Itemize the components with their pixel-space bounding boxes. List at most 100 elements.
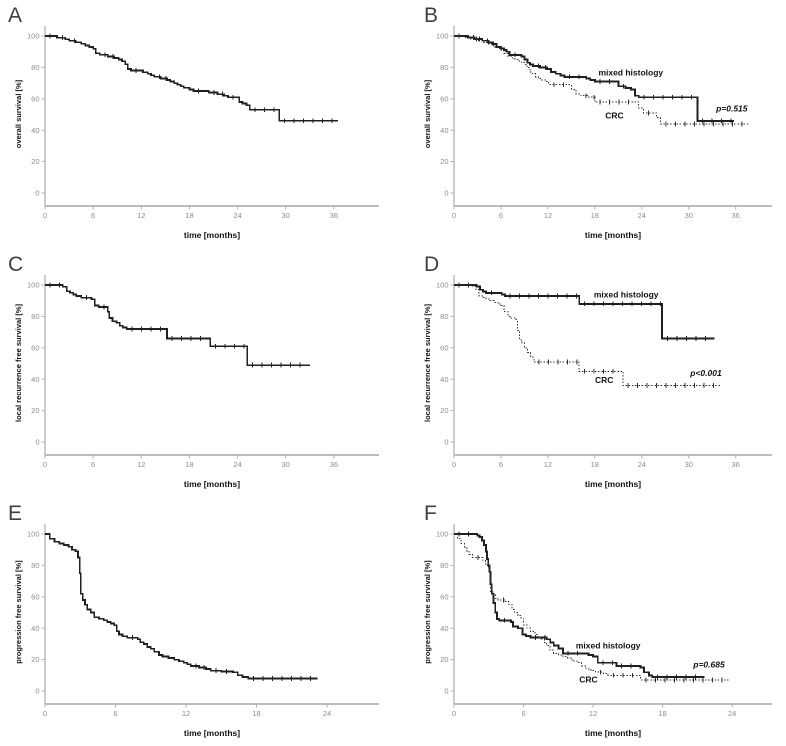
y-tick-label: 60 (31, 94, 39, 103)
mixed-histology-curve (454, 533, 705, 678)
y-tick-label: 60 (440, 94, 448, 103)
y-tick-label: 40 (440, 624, 448, 633)
panel-letter-c: C (8, 253, 24, 276)
mixed-histology-label: mixed histology (576, 641, 641, 651)
plot-local-recurrence-free-survival-cohort: 0 20 40 60 80 100 0 6 12 18 24 30 36 local recurrence… (14, 275, 379, 489)
x-tick-label: 0 (43, 709, 47, 718)
survival-curve (45, 35, 338, 122)
mixed-histology-label: mixed histology (594, 290, 659, 300)
x-tick-label: 36 (732, 211, 740, 220)
y-tick-label: 100 (436, 530, 449, 539)
x-axis-title: time [months] (184, 479, 240, 489)
x-axis-title: time [months] (585, 728, 641, 738)
p-value-annotation: p<0.001 (689, 368, 722, 378)
y-tick-label: 20 (31, 406, 39, 415)
x-tick-label: 6 (522, 709, 526, 718)
y-tick-label: 0 (444, 687, 448, 696)
x-tick-label: 30 (685, 211, 693, 220)
y-tick-label: 80 (31, 63, 39, 72)
CRC-curve (454, 533, 730, 681)
CRC-curve (454, 284, 721, 386)
panel-a: A 0 20 40 60 80 100 0 6 12 18 24 30 36 overall surviv… (0, 0, 393, 248)
y-tick-label: 20 (440, 157, 448, 166)
x-tick-label: 12 (182, 709, 190, 718)
panel-c: C 0 20 40 60 80 100 0 6 12 18 24 30 36 local recurren… (0, 249, 393, 497)
x-tick-label: 12 (544, 211, 552, 220)
x-tick-label: 30 (282, 211, 290, 220)
y-tick-label: 20 (440, 406, 448, 415)
y-tick-label: 60 (31, 343, 39, 352)
y-axis-title: progression free survival [%] (14, 560, 23, 664)
mixed-histology-label: mixed histology (598, 67, 663, 77)
y-tick-label: 80 (440, 63, 448, 72)
panel-letter-a: A (8, 4, 23, 27)
x-axis-title: time [months] (585, 230, 641, 240)
y-tick-label: 20 (440, 655, 448, 664)
y-tick-label: 20 (31, 157, 39, 166)
x-tick-label: 18 (185, 211, 193, 220)
y-tick-label: 0 (444, 438, 448, 447)
panel-f: F 0 20 40 60 80 100 0 6 12 18 24 progression free s… (393, 498, 786, 746)
CRC-label: CRC (579, 674, 597, 684)
x-axis-title: time [months] (585, 479, 641, 489)
plot-progression-free-survival-cohort: 0 20 40 60 80 100 0 6 12 18 24 progression free sur… (14, 524, 379, 738)
y-tick-label: 0 (35, 189, 39, 198)
panel-letter-f: F (424, 502, 438, 525)
x-tick-label: 6 (499, 460, 503, 469)
x-tick-label: 12 (589, 709, 597, 718)
y-tick-label: 0 (35, 687, 39, 696)
mixed-histology-curve (454, 284, 715, 340)
y-tick-label: 100 (436, 32, 449, 41)
x-tick-label: 18 (591, 460, 599, 469)
mixed-histology-curve (454, 35, 735, 122)
x-tick-label: 24 (638, 211, 646, 220)
y-tick-label: 60 (440, 343, 448, 352)
x-tick-label: 12 (137, 460, 145, 469)
y-tick-label: 40 (440, 375, 448, 384)
y-tick-label: 40 (31, 375, 39, 384)
y-tick-label: 100 (27, 281, 40, 290)
x-tick-label: 6 (113, 709, 117, 718)
y-tick-label: 0 (35, 438, 39, 447)
survival-curve (45, 533, 318, 680)
x-tick-label: 30 (685, 460, 693, 469)
y-tick-label: 80 (440, 312, 448, 321)
panel-letter-e: E (8, 502, 23, 525)
p-value-annotation: p=0.515 (715, 103, 748, 113)
x-tick-label: 12 (544, 460, 552, 469)
y-tick-label: 40 (31, 624, 39, 633)
x-tick-label: 6 (499, 211, 503, 220)
x-tick-label: 36 (732, 460, 740, 469)
y-axis-title: local recurrence free survival [%] (14, 304, 23, 422)
x-tick-label: 24 (638, 460, 646, 469)
x-tick-label: 18 (659, 709, 667, 718)
x-tick-label: 24 (233, 460, 241, 469)
y-axis-title: progression free survival [%] (423, 560, 432, 664)
p-value-annotation: p=0.685 (692, 659, 725, 669)
survival-curve (45, 284, 310, 366)
y-tick-label: 60 (440, 592, 448, 601)
panel-letter-b: B (424, 4, 439, 27)
plot-progression-free-survival-by-histology: 0 20 40 60 80 100 0 6 12 18 24 progression free sur… (423, 524, 772, 738)
x-axis-title: time [months] (184, 230, 240, 240)
CRC-label: CRC (605, 110, 623, 120)
y-axis-title: local recurrence free survival [%] (423, 304, 432, 422)
y-tick-label: 20 (31, 655, 39, 664)
y-tick-label: 80 (31, 561, 39, 570)
panel-e: E 0 20 40 60 80 100 0 6 12 18 24 progression free s… (0, 498, 393, 746)
plot-overall-survival-by-histology: 0 20 40 60 80 100 0 6 12 18 24 30 36 overall survival… (423, 26, 772, 240)
x-tick-label: 0 (452, 460, 456, 469)
x-tick-label: 0 (43, 211, 47, 220)
y-tick-label: 100 (436, 281, 449, 290)
x-tick-label: 36 (330, 460, 338, 469)
x-tick-label: 6 (91, 211, 95, 220)
x-tick-label: 36 (330, 211, 338, 220)
y-tick-label: 0 (444, 189, 448, 198)
y-tick-label: 60 (31, 592, 39, 601)
plot-overall-survival-cohort: 0 20 40 60 80 100 0 6 12 18 24 30 36 overall survival… (14, 26, 379, 240)
panel-d: D 0 20 40 60 80 100 0 6 12 18 24 30 36 local recurren… (393, 249, 786, 497)
y-tick-label: 40 (31, 126, 39, 135)
panel-b: B 0 20 40 60 80 100 0 6 12 18 24 30 36 overall surviv… (393, 0, 786, 248)
x-tick-label: 24 (728, 709, 736, 718)
x-axis-title: time [months] (184, 728, 240, 738)
